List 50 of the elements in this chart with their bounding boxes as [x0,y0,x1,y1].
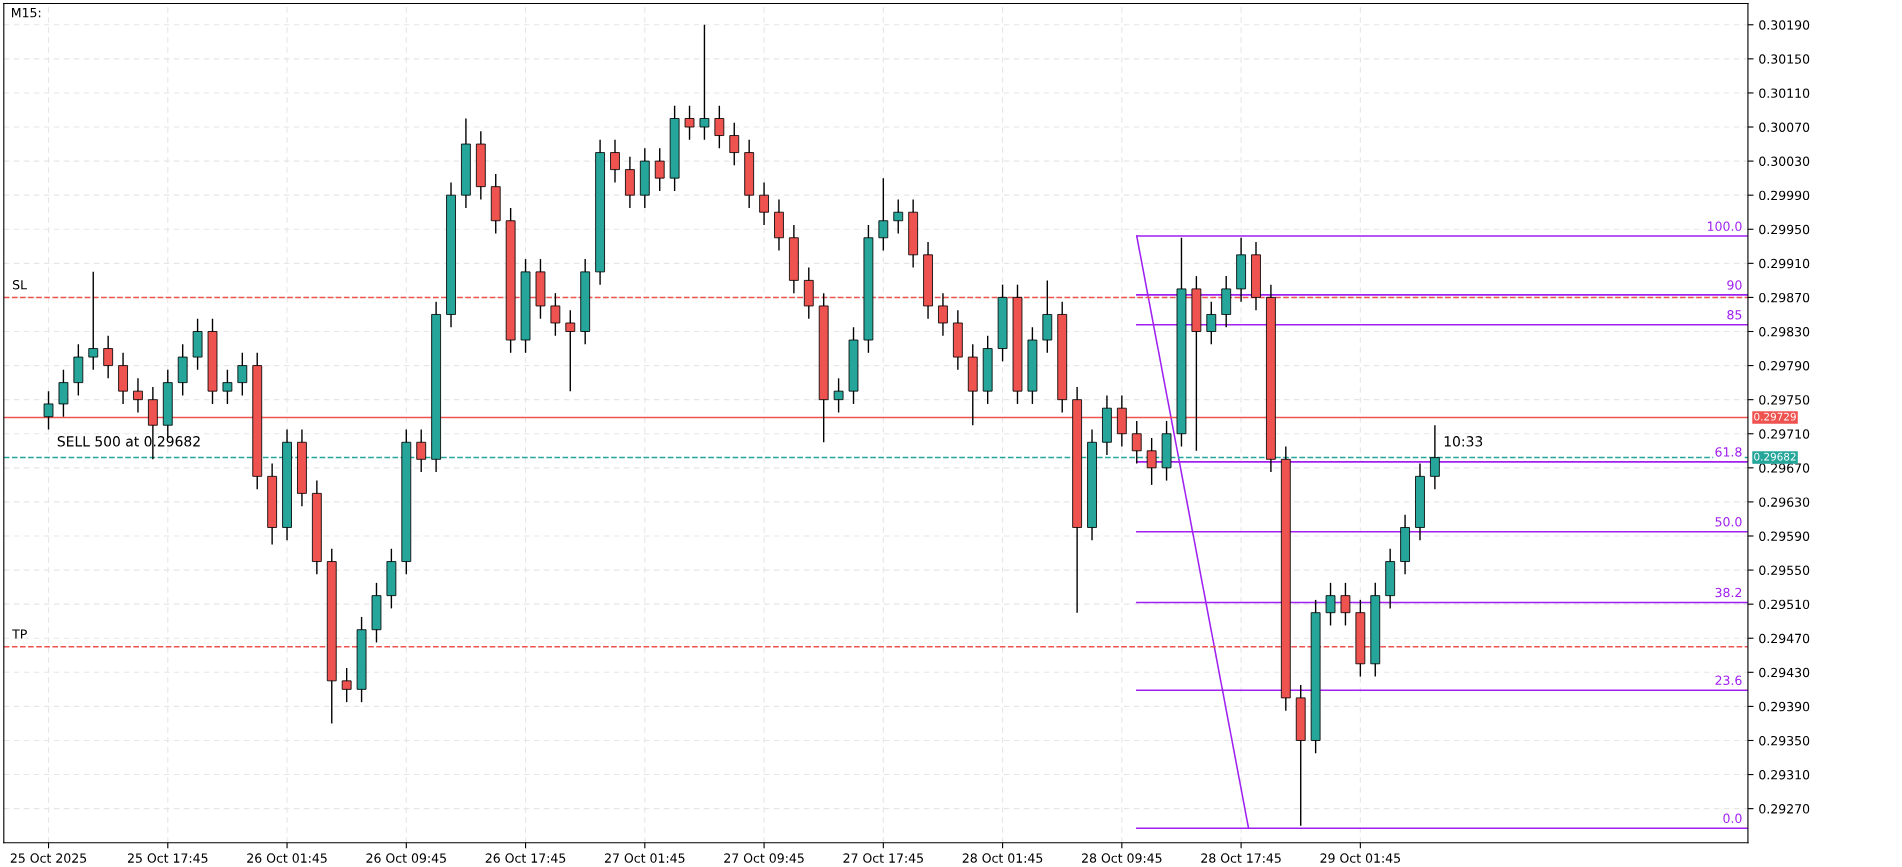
x-tick-label: 28 Oct 09:45 [1082,853,1162,863]
y-tick-label: 0.29990 [1759,190,1810,201]
x-tick-label: 26 Oct 09:45 [366,853,446,863]
y-tick-label: 0.29470 [1759,633,1810,644]
x-tick-label: 25 Oct 17:45 [127,853,208,863]
ref-line-label: 0.29729 [1754,412,1796,421]
ref-line-label: 0.29682 [1754,452,1796,461]
x-tick-label: 25 Oct 2025 [10,853,87,863]
x-tick-label: 26 Oct 01:45 [247,853,327,863]
x-tick-label: 26 Oct 17:45 [485,853,566,863]
x-tick-label: 27 Oct 01:45 [604,853,685,863]
x-tick-label: 28 Oct 17:45 [1201,853,1281,863]
series-label: 61.8 [1715,447,1742,457]
series-label: 90 [1727,280,1742,290]
ref-line-label: TP [12,629,27,639]
annotation: 10:33 [1444,436,1483,447]
x-tick-label: 29 Oct 01:45 [1320,853,1401,863]
series-label: 23.6 [1715,675,1742,686]
y-tick-label: 0.29950 [1759,224,1810,235]
y-tick-label: 0.29830 [1759,326,1810,337]
y-tick-label: 0.30070 [1759,122,1810,132]
x-tick-label: 27 Oct 17:45 [843,853,923,863]
series-label: 100.0 [1707,221,1742,231]
y-tick-label: 0.29350 [1759,735,1810,746]
y-tick-label: 0.29270 [1759,804,1810,814]
x-tick-label: 28 Oct 01:45 [962,853,1043,863]
y-tick-label: 0.29390 [1759,701,1810,712]
y-tick-label: 0.29430 [1759,667,1810,678]
series-label: 50.0 [1715,517,1742,527]
y-tick-label: 0.29710 [1759,429,1810,439]
y-tick-label: 0.29630 [1759,497,1810,507]
y-tick-label: 0.30190 [1759,20,1810,30]
series-label: 0.0 [1723,813,1742,824]
y-tick-label: 0.29910 [1759,258,1810,269]
y-tick-label: 0.29310 [1759,770,1810,780]
y-tick-label: 0.29590 [1759,531,1810,541]
y-tick-label: 0.29790 [1759,361,1810,371]
y-tick-label: 0.30150 [1759,54,1810,64]
y-tick-label: 0.29750 [1759,395,1810,405]
y-tick-label: 0.29870 [1759,292,1810,303]
chart-title: M15: [12,8,41,18]
x-tick-label: 27 Oct 09:45 [724,853,804,863]
y-tick-label: 0.30110 [1759,88,1810,98]
y-tick-label: 0.30030 [1759,156,1810,167]
ref-line-label: SL [12,279,27,290]
series-label: 85 [1727,310,1742,320]
series-label: 38.2 [1715,587,1742,598]
y-tick-label: 0.29510 [1759,599,1810,610]
y-tick-label: 0.29670 [1759,463,1810,473]
y-tick-label: 0.29550 [1759,565,1810,575]
